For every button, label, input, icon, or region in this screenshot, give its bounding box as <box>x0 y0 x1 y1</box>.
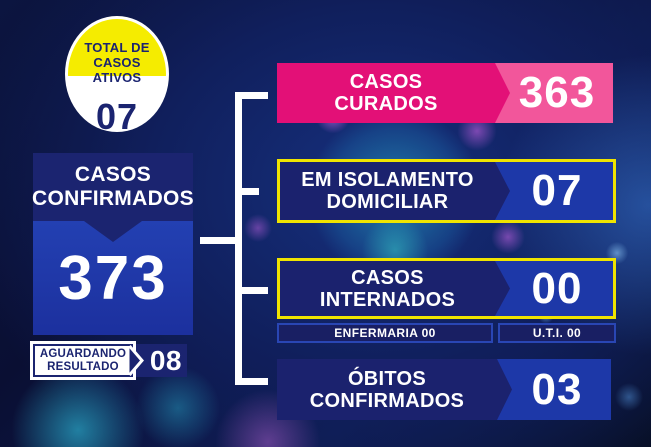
row-obitos-confirmados: ÓBITOS CONFIRMADOS 03 <box>277 359 611 420</box>
obitos-value-section: 03 <box>497 359 611 420</box>
connector-internados-line <box>235 287 268 294</box>
confirmed-cases-box: CASOS CONFIRMADOS 373 <box>32 153 194 335</box>
subrow-enfermaria: ENFERMARIA 00 <box>277 323 493 343</box>
chevron-right-icon <box>128 345 144 376</box>
casos-curados-label-section: CASOS CURADOS <box>277 63 495 123</box>
chevron-divider <box>495 261 510 316</box>
connector-left-line <box>200 237 238 244</box>
chevron-divider <box>495 63 510 123</box>
confirmed-cases-value: 373 <box>58 244 168 313</box>
obitos-value: 03 <box>531 364 583 414</box>
chevron-divider <box>497 359 512 420</box>
obitos-label: ÓBITOS CONFIRMADOS <box>309 367 465 412</box>
confirmed-cases-label: CASOS CONFIRMADOS <box>32 153 194 221</box>
subrow-uti: U.T.I. 00 <box>498 323 616 343</box>
awaiting-results-value: 08 <box>149 344 182 376</box>
chevron-divider <box>495 162 510 220</box>
em-isolamento-value-section: 07 <box>495 162 613 220</box>
casos-curados-value: 363 <box>518 68 596 117</box>
row-casos-internados: CASOS INTERNADOS 00 <box>277 258 616 319</box>
ribbon-notch-triangle <box>84 221 142 242</box>
uti-label: U.T.I. 00 <box>532 326 582 340</box>
row-casos-curados: CASOS CURADOS 363 <box>277 63 613 123</box>
casos-internados-value: 00 <box>531 263 583 313</box>
awaiting-results-banner: AGUARDANDO RESULTADO <box>30 341 136 380</box>
awaiting-results-label: AGUARDANDO RESULTADO <box>39 347 127 373</box>
active-cases-badge: TOTAL DE CASOS ATIVOS 07 <box>65 16 169 137</box>
casos-internados-label: CASOS INTERNADOS <box>319 266 456 311</box>
connector-top-line <box>235 92 268 99</box>
casos-internados-label-section: CASOS INTERNADOS <box>280 261 495 316</box>
casos-internados-value-section: 00 <box>495 261 613 316</box>
connector-bottom-line <box>235 378 268 385</box>
casos-curados-label: CASOS CURADOS <box>334 71 438 115</box>
obitos-label-section: ÓBITOS CONFIRMADOS <box>277 359 497 420</box>
active-cases-value: 07 <box>95 96 139 137</box>
casos-curados-value-section: 363 <box>495 63 613 123</box>
active-cases-title: TOTAL DE CASOS ATIVOS <box>84 40 150 85</box>
connector-vertical-line <box>235 92 242 385</box>
enfermaria-label: ENFERMARIA 00 <box>334 326 436 340</box>
confirmed-cases-body: 373 <box>33 221 193 335</box>
em-isolamento-value: 07 <box>531 166 583 215</box>
em-isolamento-label-section: EM ISOLAMENTO DOMICILIAR <box>280 162 495 220</box>
em-isolamento-label: EM ISOLAMENTO DOMICILIAR <box>301 169 474 213</box>
connector-isolamento-line <box>235 188 259 195</box>
row-em-isolamento: EM ISOLAMENTO DOMICILIAR 07 <box>277 159 616 223</box>
